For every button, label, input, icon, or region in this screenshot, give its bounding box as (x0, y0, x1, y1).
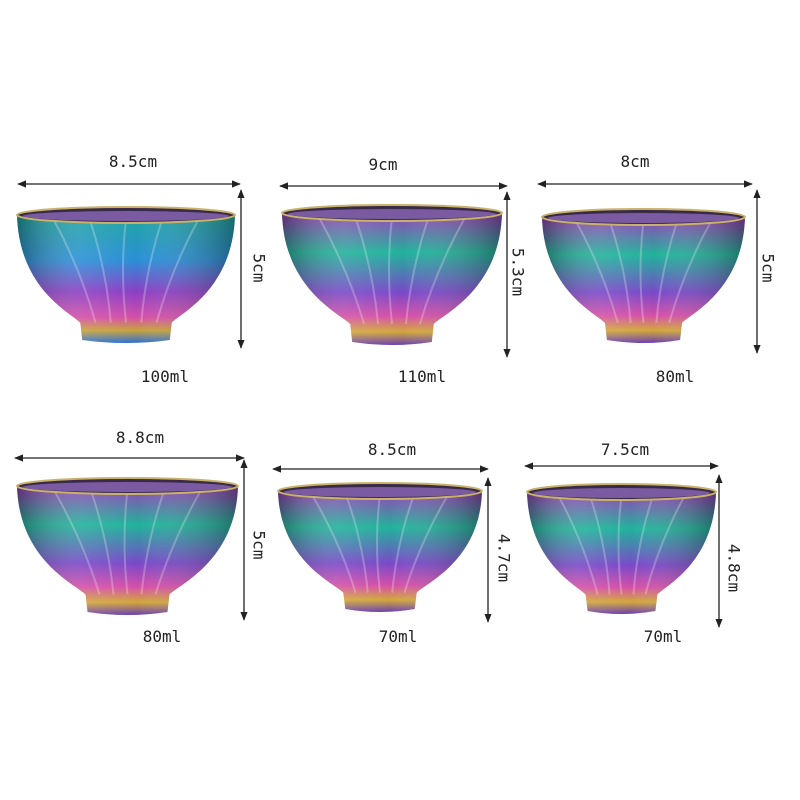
capacity-label: 80ml (656, 367, 695, 386)
cup-interior (533, 488, 710, 498)
cup-6: 7.5cm 4.8cm 70ml (524, 440, 744, 646)
height-label: 4.8cm (725, 544, 744, 592)
height-label: 5cm (759, 254, 778, 283)
height-label: 5.3cm (509, 248, 528, 296)
cup-rib (345, 494, 369, 593)
cup-rib (376, 494, 381, 593)
cup-rib (155, 218, 200, 323)
capacity-label: 70ml (644, 627, 683, 646)
width-label: 7.5cm (601, 440, 649, 459)
cup-rib (140, 218, 164, 323)
cup-shading (17, 486, 238, 615)
height-label: 5cm (250, 531, 269, 560)
cup-rib (655, 220, 679, 323)
cup-rib (404, 216, 430, 325)
cup-interior (284, 487, 476, 497)
cup-rib (632, 495, 654, 595)
cup-rib (639, 220, 645, 324)
width-label: 8.8cm (116, 428, 164, 447)
cup-rib (52, 489, 101, 595)
cup-1: 8.5cm 5cm 100ml (16, 152, 269, 386)
cup-5: 8.5cm 4.7cm 70ml (272, 440, 514, 646)
width-label: 8.5cm (109, 152, 157, 171)
cup-shading (282, 213, 502, 345)
cup-interior (548, 213, 739, 223)
cup-3: 8cm 5cm 80ml (537, 152, 778, 386)
cup-rib (617, 495, 623, 595)
cup-4: 8.8cm 5cm 80ml (14, 428, 269, 646)
cup-rib (122, 218, 127, 323)
capacity-label: 100ml (141, 367, 189, 386)
capacity-label: 110ml (398, 367, 446, 386)
height-label: 4.7cm (495, 534, 514, 582)
cup-rib (668, 220, 713, 324)
cup-2: 9cm 5.3cm 110ml (279, 155, 528, 386)
cup-rib (154, 489, 203, 595)
cup-rib (589, 495, 611, 595)
cup-rib (403, 494, 449, 593)
cup-interior (23, 482, 232, 492)
cup-rib (644, 495, 686, 595)
height-label: 5cm (250, 254, 269, 283)
cup-rib (574, 220, 619, 324)
cup-shading (278, 491, 482, 612)
cup-rib (388, 216, 393, 325)
cup-rib (89, 489, 115, 595)
cup-rib (311, 494, 357, 593)
cup-rib (123, 489, 129, 595)
capacity-label: 70ml (379, 627, 418, 646)
cup-rib (608, 220, 632, 323)
cup-shading (17, 215, 235, 343)
cup-rib (88, 218, 112, 323)
width-label: 8cm (621, 152, 650, 171)
cup-rib (52, 218, 97, 323)
cup-rib (418, 216, 467, 325)
cup-rib (317, 216, 366, 325)
width-label: 9cm (369, 155, 398, 174)
capacity-label: 80ml (143, 627, 182, 646)
width-label: 8.5cm (368, 440, 416, 459)
cup-interior (23, 211, 229, 221)
cup-rib (391, 494, 415, 593)
cup-interior (288, 209, 496, 219)
cup-rib (354, 216, 380, 325)
cup-shading (527, 492, 716, 614)
cup-rib (557, 495, 599, 595)
cup-rib (140, 489, 166, 595)
cup-shading (542, 217, 745, 343)
